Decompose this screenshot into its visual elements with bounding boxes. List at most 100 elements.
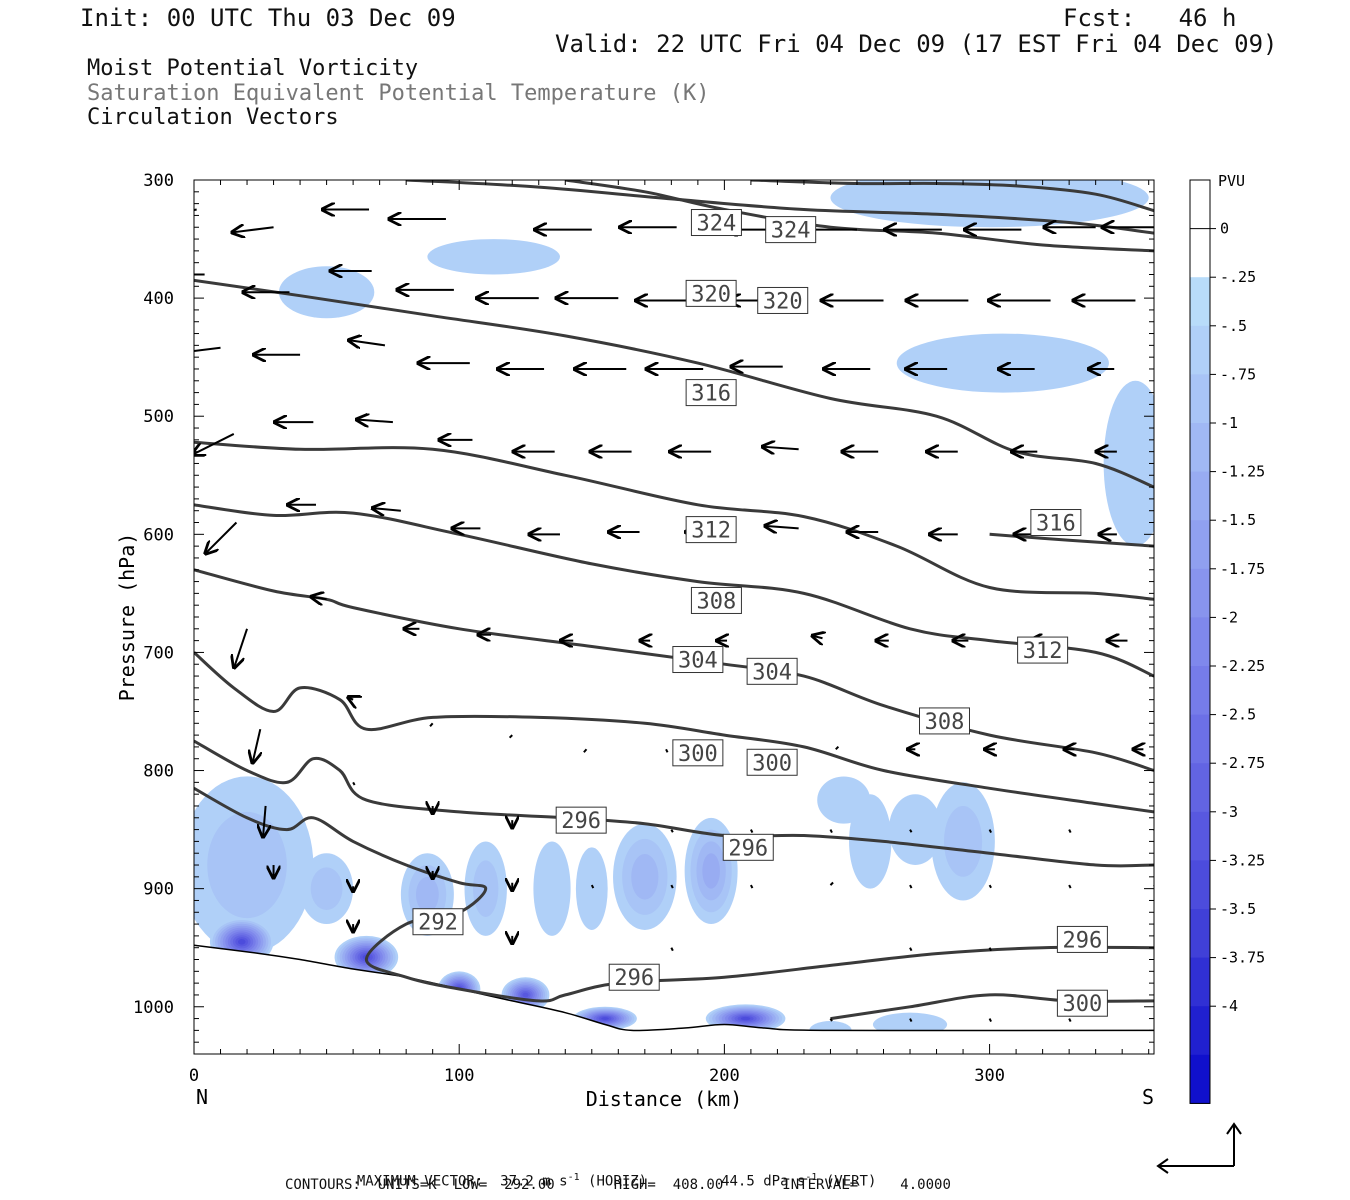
vector-stub <box>909 947 913 952</box>
vector-stub <box>670 947 674 952</box>
contour-label-text: 292 <box>418 911 458 936</box>
colorbar-label: -2.75 <box>1220 754 1265 772</box>
colorbar-label: -.25 <box>1220 268 1256 286</box>
pv-region <box>896 333 1109 393</box>
contour-296 <box>194 786 1154 1003</box>
vector-stub <box>352 781 356 786</box>
circulation-vector <box>349 340 386 345</box>
colorbar-swatch <box>1190 860 1210 910</box>
contour-label-text: 300 <box>678 742 718 767</box>
vector-stub <box>670 829 674 833</box>
pv-region <box>1103 380 1154 547</box>
colorbar-label: -1.25 <box>1220 463 1265 481</box>
contour-316 <box>194 440 1154 601</box>
contour-304 <box>194 651 1154 814</box>
colorbar-label: -.75 <box>1220 365 1256 383</box>
colorbar-swatch <box>1190 666 1210 716</box>
contour-label-text: 300 <box>752 751 792 776</box>
circulation-vector <box>232 227 274 232</box>
contour-label-box <box>555 806 607 834</box>
colorbar-swatch <box>1190 520 1210 570</box>
contour-label: 304 <box>746 657 798 685</box>
y-tick-label: 800 <box>143 762 174 782</box>
forecast-hour: Fcst: 46 h <box>1063 4 1237 32</box>
vector-stub <box>988 884 992 889</box>
north-label: N <box>196 1085 208 1109</box>
colorbar-swatch <box>1190 763 1210 813</box>
vector-stub <box>909 1018 913 1023</box>
contour-label: 324 <box>765 216 817 244</box>
contour-label: 292 <box>412 908 464 936</box>
contour-label-text: 316 <box>1036 512 1076 537</box>
contour-label-box <box>412 908 464 936</box>
colorbar-label: -3.75 <box>1220 949 1265 967</box>
vert-suffix: (VERT) <box>817 1173 877 1190</box>
colorbar-frame <box>1189 179 1211 1104</box>
contour-label-box <box>1056 925 1108 953</box>
contour-label-text: 300 <box>1063 992 1103 1017</box>
title-moist-pv: Moist Potential Vorticity <box>87 56 419 81</box>
contour-label: 296 <box>1056 925 1108 953</box>
colorbar-swatch <box>1190 325 1210 375</box>
contour-label: 316 <box>1030 509 1082 537</box>
contour-label-box <box>746 657 798 685</box>
contour-label: 324 <box>690 209 742 237</box>
x-axis-label: Distance (km) <box>586 1087 743 1111</box>
contour-label: 312 <box>1017 636 1069 664</box>
vector-stub <box>988 1018 992 1023</box>
vector-stub <box>429 722 434 727</box>
colorbar-label: -.5 <box>1220 317 1247 335</box>
y-tick-label: 1000 <box>133 998 174 1018</box>
vert-exponent: -1 <box>805 1172 818 1183</box>
contour-label: 312 <box>685 516 737 544</box>
colorbar-swatch <box>1190 228 1210 278</box>
x-tick-label: 100 <box>444 1066 475 1086</box>
contour-label-text: 296 <box>614 966 654 991</box>
contour-label-text: 312 <box>1023 639 1063 664</box>
title-circulation-vectors: Circulation Vectors <box>87 105 339 130</box>
y-tick-label: 400 <box>143 289 174 309</box>
pv-region <box>631 854 659 900</box>
y-tick-label: 500 <box>143 407 174 427</box>
colorbar: PVU 0 -.25 -.5 -.75 -1 -1.25 -1.5 -1.75 -2 -2.25 -2… <box>1189 172 1265 1104</box>
vert-prefix: 44.5 dPa s <box>721 1173 806 1190</box>
colorbar-label: -2.5 <box>1220 706 1256 724</box>
contour-label: 300 <box>746 748 798 776</box>
contour-label-text: 296 <box>561 809 601 834</box>
x-tick-label: 300 <box>974 1066 1005 1086</box>
circulation-vector <box>263 805 266 837</box>
colorbar-swatch <box>1190 811 1210 861</box>
contour-label-box <box>918 707 970 735</box>
circulation-vector <box>372 508 401 511</box>
vector-stub <box>750 829 754 834</box>
colorbar-unit: PVU <box>1218 172 1245 190</box>
pv-region <box>427 239 560 275</box>
colorbar-label: -1.75 <box>1220 560 1265 578</box>
colorbar-label: -1 <box>1220 414 1238 432</box>
pv-region <box>278 266 375 319</box>
colorbar-label: -1.5 <box>1220 511 1256 529</box>
pv-region <box>310 867 343 910</box>
colorbar-swatch <box>1190 714 1210 764</box>
contour-labels: 324 324 320 320 316 312 308 316 304 304 312 308 300 3… <box>412 209 1108 1017</box>
contour-label-box <box>685 379 737 407</box>
pv-region <box>943 806 983 877</box>
contour-label-box <box>765 216 817 244</box>
vector-stub <box>665 748 669 753</box>
contour-label-text: 324 <box>697 212 737 237</box>
contour-label-box <box>672 739 724 767</box>
contour-label-box <box>690 209 742 237</box>
contour-label-box <box>746 748 798 776</box>
vector-stub <box>583 748 588 753</box>
south-label: S <box>1142 1085 1154 1109</box>
y-tick-label: 300 <box>143 171 174 191</box>
colorbar-swatch <box>1190 471 1210 521</box>
contour-308 <box>194 568 1154 772</box>
vector-stub <box>988 829 992 834</box>
pv-region <box>702 853 720 889</box>
pv-region <box>575 847 608 930</box>
vector-stub <box>988 947 992 952</box>
terrain <box>194 944 1154 1054</box>
colorbar-label: -2.25 <box>1220 657 1265 675</box>
vector-stub <box>829 1018 833 1022</box>
